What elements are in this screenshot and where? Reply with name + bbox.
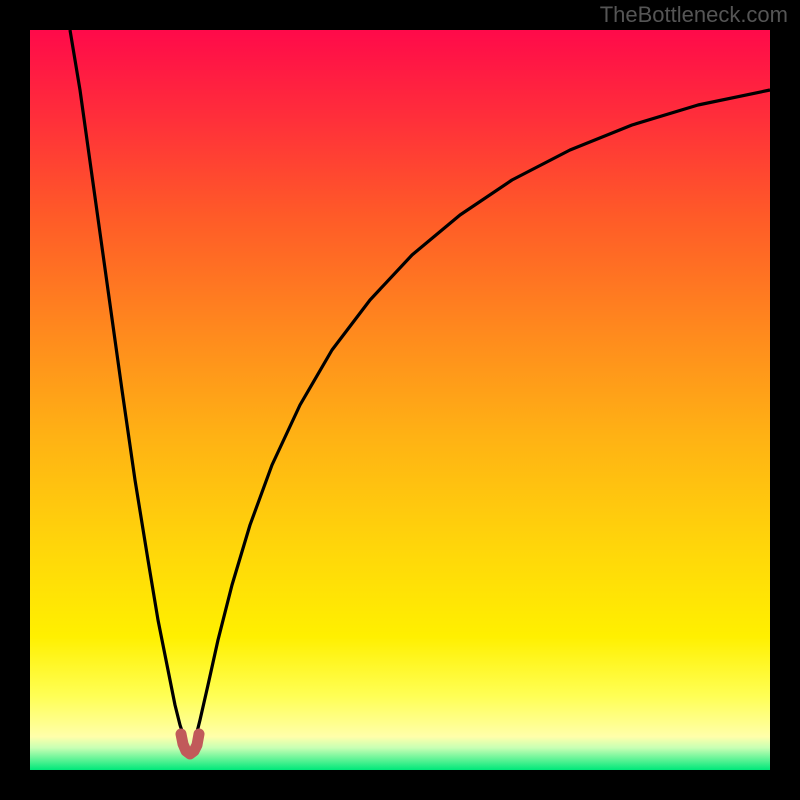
chart-canvas: TheBottleneck.com [0, 0, 800, 800]
bottleneck-curve [70, 30, 770, 751]
optimal-marker [181, 734, 199, 754]
watermark-text: TheBottleneck.com [600, 2, 788, 28]
chart-svg [0, 0, 800, 800]
